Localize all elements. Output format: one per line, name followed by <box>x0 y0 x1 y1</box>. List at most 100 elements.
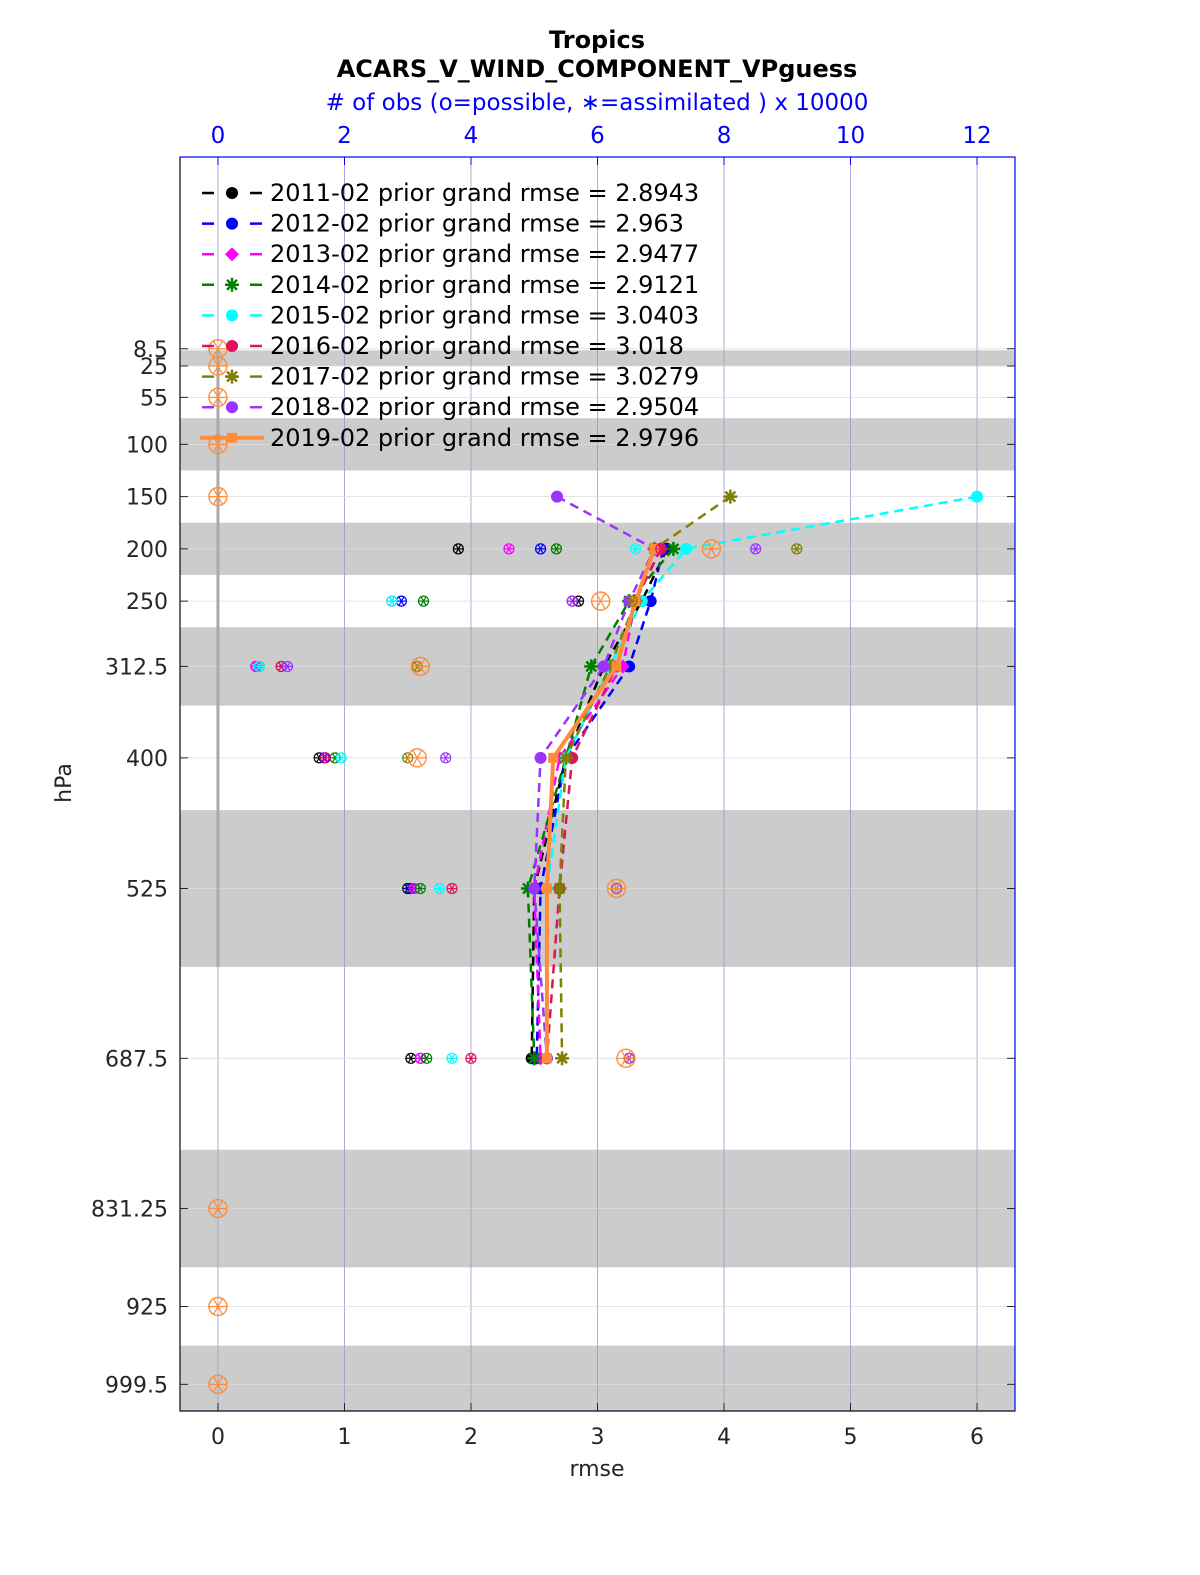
legend-entry-2018-02: 2018-02 prior grand rmse = 2.9504 <box>200 393 699 421</box>
obs-2017-02 <box>402 543 803 1064</box>
obs-assimilated-marker <box>336 753 347 763</box>
data-point <box>541 883 552 894</box>
obs-assimilated-marker <box>440 753 451 763</box>
legend-entry-2012-02: 2012-02 prior grand rmse = 2.963 <box>200 210 684 238</box>
asterisk-stroke <box>322 753 329 763</box>
obs-assimilated-marker <box>411 658 430 675</box>
top-tick-label: 2 <box>337 123 352 149</box>
data-point <box>644 595 657 608</box>
obs-assimilated-marker <box>447 1053 458 1063</box>
series-layer <box>520 489 984 1066</box>
data-point <box>584 659 599 674</box>
asterisk-stroke <box>420 596 427 606</box>
data-point <box>680 542 693 555</box>
series-2019-02 <box>541 543 660 1064</box>
obs-assimilated-marker <box>254 661 265 672</box>
top-tick-label: 4 <box>464 123 479 149</box>
star-stroke <box>556 1052 568 1065</box>
obs-assimilated-marker <box>551 544 562 554</box>
asterisk-stroke <box>412 749 423 766</box>
asterisk-stroke <box>442 753 449 763</box>
asterisk-stroke <box>212 340 223 357</box>
obs-assimilated-marker <box>208 1298 227 1315</box>
data-point <box>558 750 573 765</box>
data-point <box>551 490 564 503</box>
star-stroke <box>585 660 598 673</box>
data-point <box>534 751 547 764</box>
obs-assimilated-marker <box>386 596 397 606</box>
series-line <box>545 495 978 1059</box>
chart-subtitle: ACARS_V_WIND_COMPONENT_VPguess <box>337 55 858 83</box>
obs-2014-02 <box>275 543 562 1064</box>
obs-assimilated-marker <box>447 883 458 894</box>
obs-2019-02 <box>208 339 722 1395</box>
data-point <box>541 1053 552 1064</box>
asterisk-stroke <box>448 883 456 894</box>
obs-assimilated-marker <box>791 544 802 554</box>
obs-assimilated-marker <box>208 340 227 357</box>
data-point <box>528 882 541 895</box>
series-line <box>535 548 665 1059</box>
top-tick-label: 12 <box>962 123 991 149</box>
obs-assimilated-marker <box>607 880 626 897</box>
y-tick-label: 25 <box>140 355 168 380</box>
asterisk-stroke <box>212 1200 223 1217</box>
obs-assimilated-marker <box>750 544 761 554</box>
asterisk-stroke <box>448 1053 456 1063</box>
legend-marker <box>225 369 239 384</box>
obs-assimilated-marker <box>396 596 407 606</box>
asterisk-stroke <box>436 883 443 894</box>
obs-assimilated-marker <box>208 389 227 406</box>
legend-entry-2017-02: 2017-02 prior grand rmse = 3.0279 <box>200 363 699 391</box>
legend-label: 2013-02 prior grand rmse = 2.9477 <box>270 240 699 268</box>
data-point <box>555 1051 570 1066</box>
obs-2012-02 <box>250 543 547 1064</box>
obs-2013-02 <box>250 543 515 1064</box>
legend-label: 2019-02 prior grand rmse = 2.9796 <box>270 424 699 452</box>
legend-label: 2016-02 prior grand rmse = 3.018 <box>270 332 684 360</box>
obs-assimilated-marker <box>465 1053 476 1063</box>
asterisk-stroke <box>284 661 291 672</box>
obs-assimilated-marker <box>208 488 227 505</box>
legend-marker <box>225 247 239 262</box>
chart-title: Tropics <box>549 26 645 54</box>
star-stroke <box>724 490 737 503</box>
asterisk-stroke <box>455 544 462 554</box>
x-tick-label: 6 <box>970 1425 984 1450</box>
obs-assimilated-marker <box>208 1376 227 1393</box>
legend-entry-2014-02: 2014-02 prior grand rmse = 2.9121 <box>200 271 699 299</box>
legend-marker <box>226 309 238 322</box>
data-point <box>971 490 984 503</box>
obs-assimilated-marker <box>405 1053 416 1063</box>
x-tick-label: 4 <box>717 1425 731 1450</box>
y-tick-label: 525 <box>126 878 168 903</box>
data-point <box>723 489 738 504</box>
series-2015-02 <box>540 490 984 1065</box>
asterisk-stroke <box>407 1053 414 1063</box>
obs-2011-02 <box>253 543 585 1064</box>
y-tick-label: 55 <box>140 386 168 411</box>
y-tick-label: 999.5 <box>105 1373 168 1398</box>
top-tick-label: 10 <box>836 123 865 149</box>
asterisk-stroke <box>467 1053 475 1063</box>
obs-assimilated-marker <box>434 883 445 894</box>
asterisk-stroke <box>212 488 223 505</box>
obs-assimilated-marker <box>208 1200 227 1217</box>
y-tick-label: 687.5 <box>105 1047 168 1072</box>
obs-assimilated-marker <box>503 544 514 554</box>
asterisk-stroke <box>752 544 759 554</box>
legend-entry-2013-02: 2013-02 prior grand rmse = 2.9477 <box>200 240 699 268</box>
data-point <box>527 1051 542 1066</box>
obs-assimilated-marker <box>415 883 426 894</box>
x-tick-label: 1 <box>337 1425 351 1450</box>
data-point <box>548 752 559 763</box>
asterisk-stroke <box>212 357 223 375</box>
asterisk-stroke <box>388 596 395 606</box>
obs-assimilated-marker <box>655 544 666 554</box>
obs-assimilated-marker <box>408 749 427 766</box>
y-tick-label: 312.5 <box>105 655 168 680</box>
x-tick-label: 3 <box>591 1425 605 1450</box>
asterisk-stroke <box>338 753 345 763</box>
obs-assimilated-marker <box>320 753 331 763</box>
asterisk-stroke <box>212 1376 223 1393</box>
